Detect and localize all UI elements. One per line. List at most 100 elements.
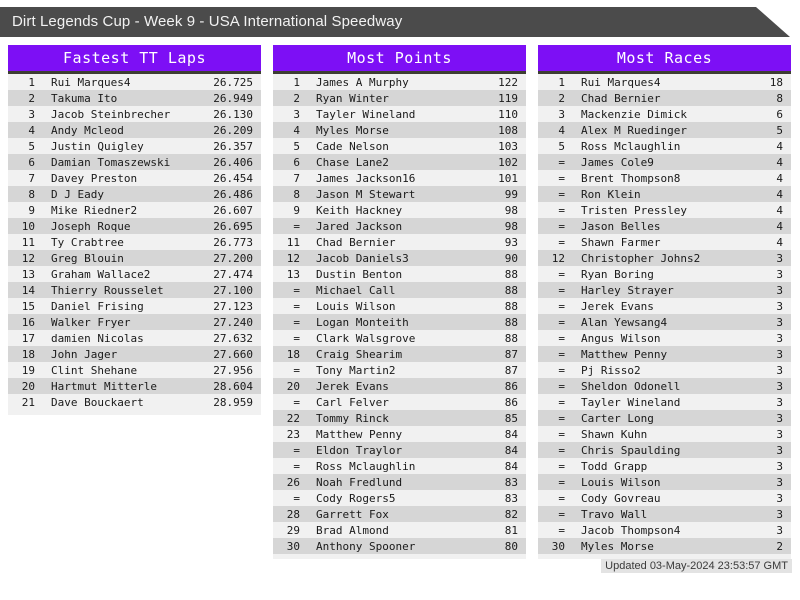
table-row[interactable]: = Ross Mclaughlin 84 <box>273 458 526 474</box>
table-row[interactable]: = Matthew Penny 3 <box>538 346 791 362</box>
table-row[interactable]: = Shawn Farmer 4 <box>538 234 791 250</box>
table-row[interactable]: = Jacob Thompson4 3 <box>538 522 791 538</box>
table-row[interactable]: = Ron Klein 4 <box>538 186 791 202</box>
table-row[interactable]: 10 Joseph Roque 26.695 <box>8 218 261 234</box>
table-row[interactable]: = Eldon Traylor 84 <box>273 442 526 458</box>
table-row[interactable]: 8 Jason M Stewart 99 <box>273 186 526 202</box>
table-row[interactable]: 14 Thierry Rousselet 27.100 <box>8 282 261 298</box>
table-row[interactable]: 3 Tayler Wineland 110 <box>273 106 526 122</box>
table-row[interactable]: = Jared Jackson 98 <box>273 218 526 234</box>
row-driver-name: Pj Risso2 <box>581 363 641 377</box>
table-row[interactable]: 22 Tommy Rinck 85 <box>273 410 526 426</box>
row-driver-name: Rui Marques4 <box>51 75 131 89</box>
table-row[interactable]: 6 Damian Tomaszewski 26.406 <box>8 154 261 170</box>
table-row[interactable]: 1 James A Murphy 122 <box>273 74 526 90</box>
table-row[interactable]: 9 Mike Riedner2 26.607 <box>8 202 261 218</box>
table-row[interactable]: 4 Myles Morse 108 <box>273 122 526 138</box>
table-row[interactable]: 28 Garrett Fox 82 <box>273 506 526 522</box>
row-position: = <box>558 379 565 393</box>
row-value: 102 <box>498 155 518 169</box>
table-row[interactable]: = Pj Risso2 3 <box>538 362 791 378</box>
table-row[interactable]: = Harley Strayer 3 <box>538 282 791 298</box>
row-driver-name: Jerek Evans <box>581 299 654 313</box>
row-position: = <box>558 187 565 201</box>
table-row[interactable]: = Louis Wilson 3 <box>538 474 791 490</box>
table-row[interactable]: 3 Jacob Steinbrecher 26.130 <box>8 106 261 122</box>
table-row[interactable]: 2 Takuma Ito 26.949 <box>8 90 261 106</box>
table-row[interactable]: = Brent Thompson8 4 <box>538 170 791 186</box>
row-driver-name: Andy Mcleod <box>51 123 124 137</box>
table-row[interactable]: 15 Daniel Frising 27.123 <box>8 298 261 314</box>
table-row[interactable]: 29 Brad Almond 81 <box>273 522 526 538</box>
table-row[interactable]: = Ryan Boring 3 <box>538 266 791 282</box>
table-row[interactable]: = Tayler Wineland 3 <box>538 394 791 410</box>
table-row[interactable]: 2 Ryan Winter 119 <box>273 90 526 106</box>
table-row[interactable]: 4 Andy Mcleod 26.209 <box>8 122 261 138</box>
row-position: = <box>558 299 565 313</box>
table-row[interactable]: = Clark Walsgrove 88 <box>273 330 526 346</box>
table-row[interactable]: = Cody Rogers5 83 <box>273 490 526 506</box>
row-value: 3 <box>776 507 783 521</box>
table-row[interactable]: 20 Jerek Evans 86 <box>273 378 526 394</box>
table-row[interactable]: 12 Greg Blouin 27.200 <box>8 250 261 266</box>
table-row[interactable]: 12 Jacob Daniels3 90 <box>273 250 526 266</box>
table-row[interactable]: 26 Noah Fredlund 83 <box>273 474 526 490</box>
table-row[interactable]: 6 Chase Lane2 102 <box>273 154 526 170</box>
table-row[interactable]: 16 Walker Fryer 27.240 <box>8 314 261 330</box>
table-row[interactable]: = Todd Grapp 3 <box>538 458 791 474</box>
row-value: 3 <box>776 251 783 265</box>
table-row[interactable]: 4 Alex M Ruedinger 5 <box>538 122 791 138</box>
table-row[interactable]: 11 Ty Crabtree 26.773 <box>8 234 261 250</box>
table-row[interactable]: = Sheldon Odonell 3 <box>538 378 791 394</box>
table-row[interactable]: 11 Chad Bernier 93 <box>273 234 526 250</box>
table-row[interactable]: = Shawn Kuhn 3 <box>538 426 791 442</box>
table-row[interactable]: = Jerek Evans 3 <box>538 298 791 314</box>
table-row[interactable]: = Alan Yewsang4 3 <box>538 314 791 330</box>
table-row[interactable]: = Jason Belles 4 <box>538 218 791 234</box>
table-row[interactable]: = Michael Call 88 <box>273 282 526 298</box>
table-row[interactable]: 7 Davey Preston 26.454 <box>8 170 261 186</box>
table-row[interactable]: = Tony Martin2 87 <box>273 362 526 378</box>
table-row[interactable]: 30 Anthony Spooner 80 <box>273 538 526 554</box>
table-row[interactable]: 21 Dave Bouckaert 28.959 <box>8 394 261 410</box>
table-row[interactable]: = Chris Spaulding 3 <box>538 442 791 458</box>
table-row[interactable]: 13 Graham Wallace2 27.474 <box>8 266 261 282</box>
row-driver-name: Harley Strayer <box>581 283 674 297</box>
table-row[interactable]: 19 Clint Shehane 27.956 <box>8 362 261 378</box>
row-driver-name: Jason Belles <box>581 219 661 233</box>
table-row[interactable]: = Carter Long 3 <box>538 410 791 426</box>
table-row[interactable]: = Angus Wilson 3 <box>538 330 791 346</box>
table-row[interactable]: 5 Ross Mclaughlin 4 <box>538 138 791 154</box>
table-row[interactable]: 5 Justin Quigley 26.357 <box>8 138 261 154</box>
table-row[interactable]: 12 Christopher Johns2 3 <box>538 250 791 266</box>
table-row[interactable]: 3 Mackenzie Dimick 6 <box>538 106 791 122</box>
table-row[interactable]: 1 Rui Marques4 26.725 <box>8 74 261 90</box>
table-row[interactable]: 7 James Jackson16 101 <box>273 170 526 186</box>
table-row[interactable]: = James Cole9 4 <box>538 154 791 170</box>
table-row[interactable]: 17 damien Nicolas 27.632 <box>8 330 261 346</box>
updated-timestamp: Updated 03-May-2024 23:53:57 GMT <box>601 559 792 573</box>
table-row[interactable]: = Cody Govreau 3 <box>538 490 791 506</box>
row-driver-name: Walker Fryer <box>51 315 131 329</box>
table-row[interactable]: 30 Myles Morse 2 <box>538 538 791 554</box>
table-row[interactable]: 2 Chad Bernier 8 <box>538 90 791 106</box>
table-row[interactable]: = Tristen Pressley 4 <box>538 202 791 218</box>
table-row[interactable]: 23 Matthew Penny 84 <box>273 426 526 442</box>
table-row[interactable]: 1 Rui Marques4 18 <box>538 74 791 90</box>
table-row[interactable]: 5 Cade Nelson 103 <box>273 138 526 154</box>
table-row[interactable]: = Louis Wilson 88 <box>273 298 526 314</box>
row-driver-name: Carter Long <box>581 411 654 425</box>
table-row[interactable]: 13 Dustin Benton 88 <box>273 266 526 282</box>
table-row[interactable]: 8 D J Eady 26.486 <box>8 186 261 202</box>
table-row[interactable]: = Carl Felver 86 <box>273 394 526 410</box>
table-row[interactable]: 9 Keith Hackney 98 <box>273 202 526 218</box>
table-row[interactable]: = Logan Monteith 88 <box>273 314 526 330</box>
table-row[interactable]: 18 John Jager 27.660 <box>8 346 261 362</box>
table-row[interactable]: = Travo Wall 3 <box>538 506 791 522</box>
row-position: = <box>293 363 300 377</box>
table-row[interactable]: 18 Craig Shearim 87 <box>273 346 526 362</box>
row-value: 4 <box>776 155 783 169</box>
leaderboard-table: 1 Rui Marques4 18 2 Chad Bernier 8 3 Mackenzie … <box>538 74 791 554</box>
row-value: 83 <box>504 475 518 489</box>
table-row[interactable]: 20 Hartmut Mitterle 28.604 <box>8 378 261 394</box>
